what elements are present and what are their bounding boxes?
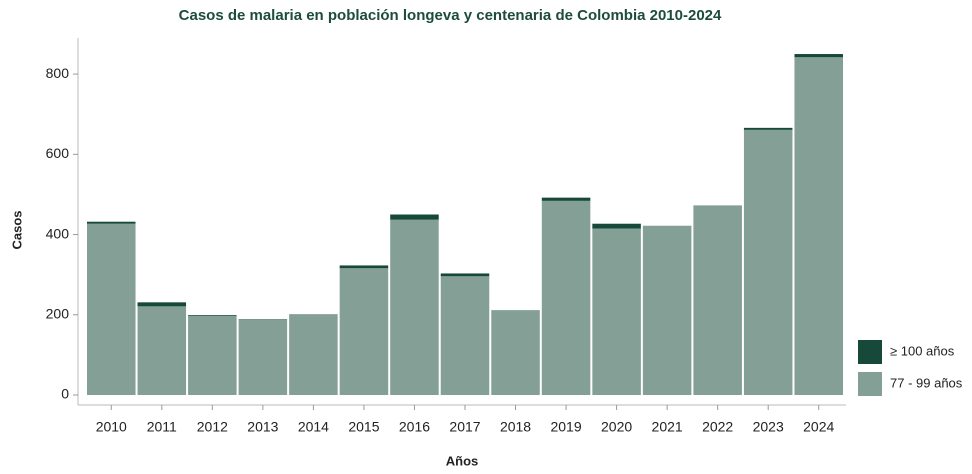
bar-segment	[188, 315, 237, 316]
x-tick-label: 2013	[247, 419, 278, 435]
bar-segment	[541, 197, 591, 201]
y-axis-title: Casos	[9, 210, 24, 249]
bar-segment	[137, 306, 187, 395]
bar-segment	[87, 221, 136, 224]
x-tick-label: 2018	[500, 419, 531, 435]
bar-segment	[440, 276, 490, 395]
x-tick-label: 2015	[348, 419, 379, 435]
legend-label: 77 - 99 años	[890, 375, 963, 390]
bar-segment	[743, 129, 793, 395]
bar-segment	[743, 127, 793, 130]
bar-segment	[794, 54, 843, 58]
x-tick-label: 2021	[652, 419, 683, 435]
x-tick-label: 2017	[449, 419, 480, 435]
bar-segment	[188, 315, 237, 395]
bar-segment	[339, 268, 389, 395]
y-tick-label: 400	[46, 225, 70, 241]
x-tick-label: 2020	[601, 419, 632, 435]
bar-segment	[137, 302, 187, 307]
bar-segment	[592, 228, 641, 395]
legend-label: ≥ 100 años	[890, 343, 955, 358]
bar-segment	[440, 273, 490, 277]
x-tick-label: 2014	[298, 419, 329, 435]
bar-segment	[238, 319, 288, 395]
bar-segment	[339, 265, 389, 269]
x-tick-label: 2016	[399, 419, 430, 435]
x-tick-label: 2010	[96, 419, 127, 435]
chart-title: Casos de malaria en población longeva y …	[179, 7, 722, 24]
bar-segment	[87, 223, 136, 395]
y-tick-label: 600	[46, 145, 70, 161]
legend-swatch	[858, 340, 882, 364]
bar-segment	[541, 200, 591, 395]
bar-segment	[693, 206, 742, 395]
x-tick-label: 2019	[550, 419, 581, 435]
y-tick-label: 0	[61, 386, 69, 402]
bar-segment	[289, 314, 338, 395]
bar-segment	[794, 57, 843, 395]
bar-segment	[592, 223, 641, 229]
bar-segment	[390, 219, 439, 395]
x-tick-label: 2023	[753, 419, 784, 435]
x-tick-label: 2011	[147, 419, 177, 435]
x-tick-label: 2012	[197, 419, 228, 435]
x-tick-label: 2024	[803, 419, 834, 435]
x-axis-title: Años	[446, 453, 479, 468]
y-tick-label: 800	[46, 65, 70, 81]
bar-segment	[642, 225, 692, 395]
bar-segment	[390, 214, 439, 220]
x-tick-label: 2022	[702, 419, 733, 435]
bar-segment	[491, 310, 540, 395]
legend-swatch	[858, 372, 882, 396]
y-tick-label: 200	[46, 305, 70, 321]
